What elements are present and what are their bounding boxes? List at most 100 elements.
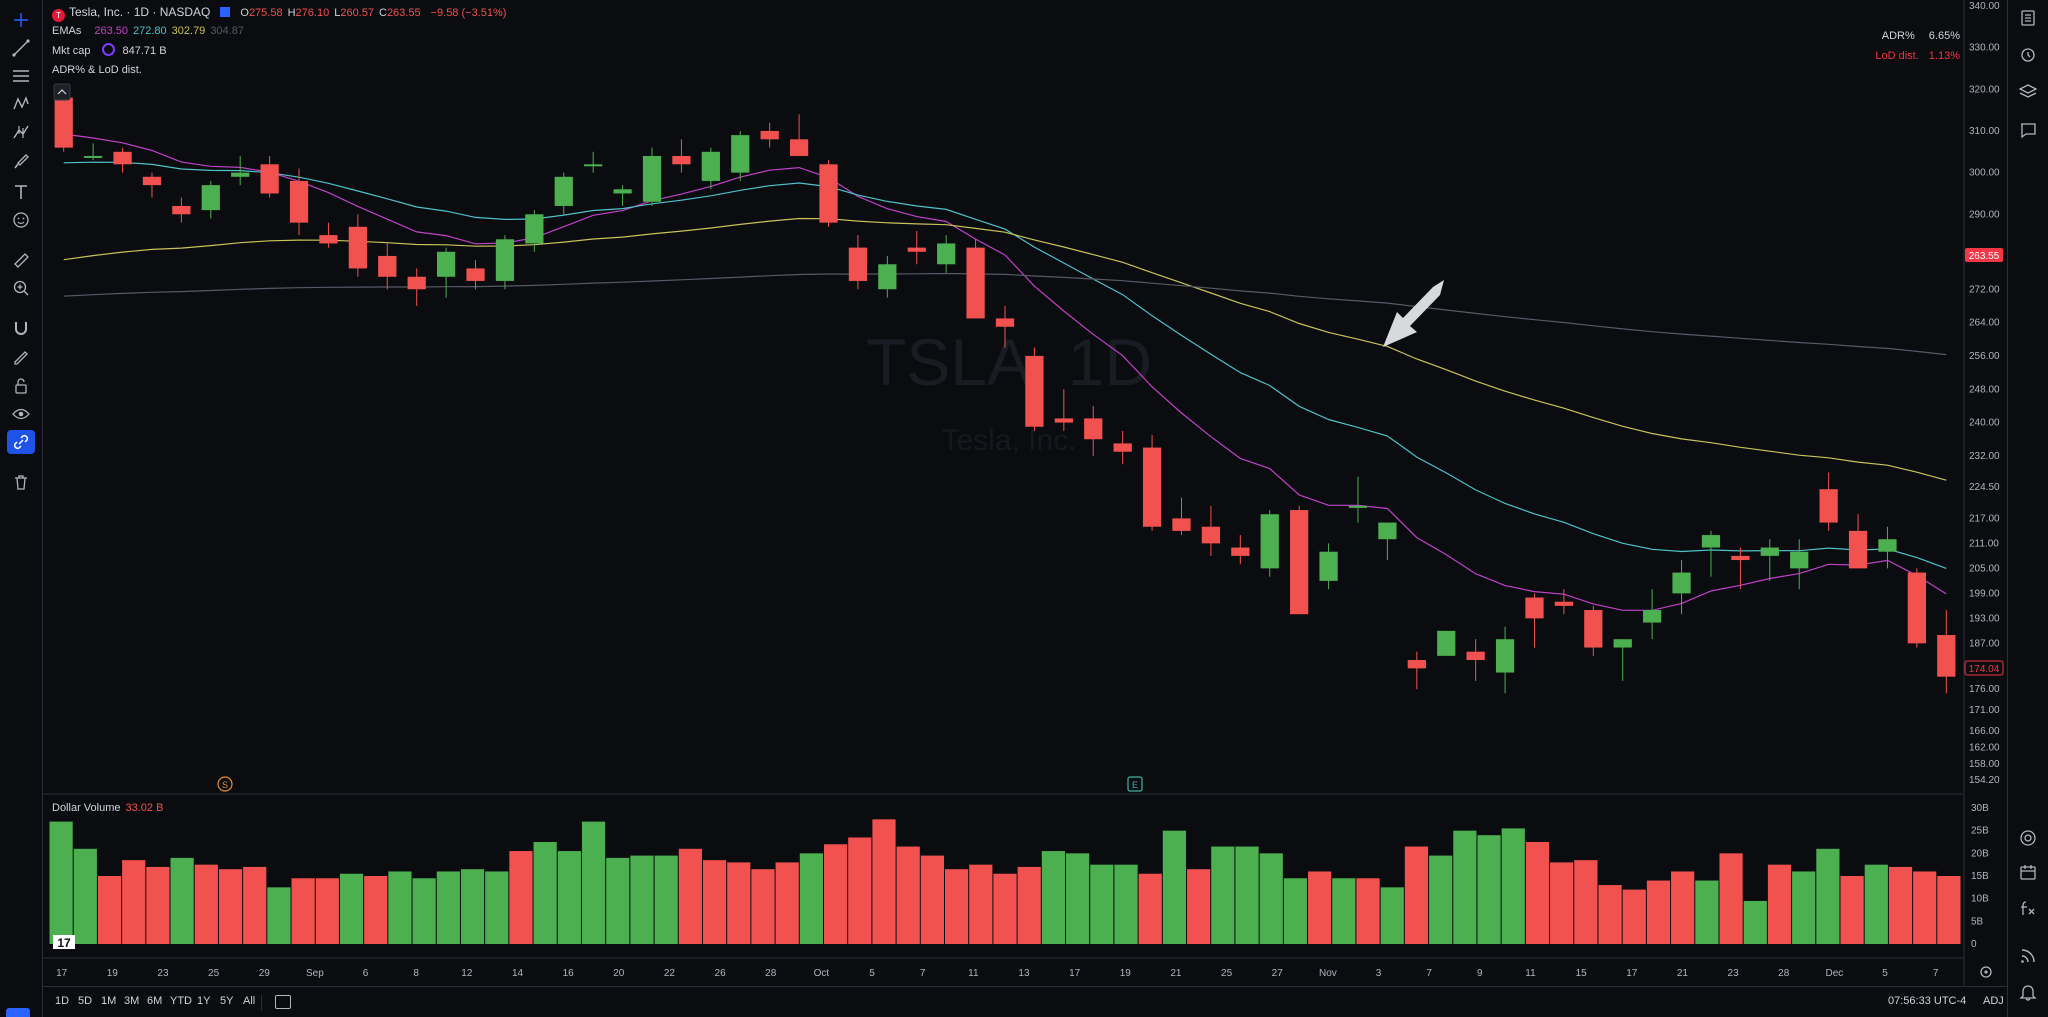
volume-bar	[388, 871, 412, 944]
volume-bar	[920, 855, 944, 944]
candle	[1554, 589, 1574, 615]
candle	[1819, 472, 1838, 531]
formula-button[interactable]	[2016, 896, 2040, 920]
candle	[1054, 389, 1073, 431]
time-tick-label: Dec	[1825, 968, 1843, 979]
prediction-tool[interactable]	[7, 120, 35, 144]
ruler-tool[interactable]	[7, 248, 35, 272]
ohlc-values: O275.58 H276.10 L260.57 C263.55	[240, 7, 425, 19]
trash-tool[interactable]	[7, 470, 35, 494]
earnings-event-marker[interactable]: E	[1127, 776, 1143, 792]
candle	[84, 143, 103, 161]
notifications-button[interactable]	[2016, 980, 2040, 1004]
axis-settings-icon[interactable]	[1980, 966, 1992, 978]
smiley-icon	[13, 212, 29, 228]
flag-icon[interactable]	[220, 7, 231, 17]
candle	[584, 151, 603, 173]
tradingview-logo[interactable]: 17	[53, 935, 75, 950]
range-button-5d[interactable]: 5D	[78, 995, 93, 1007]
target-icon	[2020, 830, 2036, 846]
adr-label: ADR%	[1881, 30, 1915, 42]
zoom-tool[interactable]	[7, 276, 35, 300]
range-button-1m[interactable]: 1M	[101, 995, 117, 1007]
hide-drawings-tool[interactable]	[7, 402, 35, 426]
range-button-1y[interactable]: 1Y	[197, 995, 211, 1007]
volume-bar	[751, 869, 775, 944]
alarm-clock-icon	[2021, 48, 2035, 62]
bottom-toolbar: 1D 5D 1M 3M 6M YTD 1Y 5Y All 07:56:33 UTC-4 ADJ	[43, 986, 2008, 1017]
pattern-tool[interactable]	[7, 92, 35, 116]
current-price-badge: 174.04	[1964, 660, 2004, 676]
volume-bar	[1550, 862, 1574, 944]
price-tick-label: 224.50	[1969, 482, 2000, 493]
candle	[113, 147, 132, 173]
volume-bar	[1090, 864, 1114, 944]
lock-drawings-tool[interactable]	[7, 374, 35, 398]
time-axis[interactable]: 17 19 23 25 29 Sep 6 8 12 14 16 20 22 26 28 Oct 5 7 11 13 17…	[56, 968, 1939, 979]
magnet-tool[interactable]	[7, 316, 35, 340]
trend-line-tool[interactable]	[7, 36, 35, 60]
volume-legend[interactable]: Dollar Volume 33.02 B	[52, 800, 168, 816]
stay-drawing-tool[interactable]	[7, 344, 35, 368]
mktcap-legend[interactable]: Mkt cap 847.71 B	[52, 43, 172, 59]
watchlist-button[interactable]	[2016, 6, 2040, 30]
link-tool[interactable]	[7, 430, 35, 454]
volume-bar	[1453, 830, 1477, 944]
volume-bar	[509, 851, 533, 944]
volume-bar	[1380, 887, 1404, 944]
brush-tool[interactable]	[7, 150, 35, 174]
volume-bar	[1138, 873, 1162, 944]
price-tick-label: 162.00	[1969, 743, 2000, 754]
watermark-company: Tesla, Inc.	[941, 424, 1076, 457]
price-tick-label: 320.00	[1969, 84, 2000, 95]
candle	[789, 114, 809, 156]
ema-legend[interactable]: EMAs 263.50 272.80 302.79 304.87	[52, 23, 254, 39]
alerts-button[interactable]	[2016, 42, 2040, 66]
calendar-button[interactable]	[2016, 860, 2040, 884]
text-tool[interactable]	[7, 180, 35, 204]
range-button-6m[interactable]: 6M	[147, 995, 163, 1007]
lod-label: LoD dist.	[1875, 50, 1919, 62]
mktcap-label: Mkt cap	[52, 45, 91, 57]
collapse-legend-button[interactable]	[53, 83, 71, 101]
app-badge[interactable]	[6, 1008, 30, 1017]
range-button-all[interactable]: All	[243, 995, 256, 1007]
layers-icon	[2018, 84, 2038, 98]
time-tick-label: 12	[461, 968, 473, 979]
arrow-annotation[interactable]	[1383, 280, 1444, 347]
candle	[554, 172, 573, 215]
tesla-logo-icon[interactable]: T	[52, 9, 65, 22]
adr-legend[interactable]: ADR% & LoD dist.	[52, 62, 147, 78]
date-range-icon[interactable]	[275, 995, 291, 1009]
layers-button[interactable]	[2016, 80, 2040, 104]
volume-bar	[315, 878, 339, 944]
target-button[interactable]	[2016, 826, 2040, 850]
clock-time[interactable]: 07:56:33 UTC-4	[1888, 995, 1967, 1007]
emoji-tool[interactable]	[7, 208, 35, 232]
candle	[172, 197, 191, 223]
split-event-marker[interactable]: S	[217, 776, 233, 792]
feed-button[interactable]	[2016, 944, 2040, 968]
fib-tool[interactable]	[7, 64, 35, 88]
volume-bar	[49, 821, 73, 944]
range-button-1d[interactable]: 1D	[55, 995, 70, 1007]
volume-bar	[218, 869, 243, 944]
right-toolbar	[2007, 0, 2048, 1017]
range-button-ytd[interactable]: YTD	[170, 995, 192, 1007]
range-button-3m[interactable]: 3M	[124, 995, 140, 1007]
candle	[378, 243, 397, 290]
symbol-title[interactable]: Tesla, Inc. · 1D · NASDAQ	[69, 5, 211, 19]
volume-tick-label: 25B	[1971, 826, 1989, 837]
range-button-5y[interactable]: 5Y	[220, 995, 234, 1007]
time-tick-label: 6	[363, 968, 369, 979]
volume-bar	[1816, 848, 1840, 944]
adj-toggle[interactable]: ADJ	[1983, 995, 2004, 1007]
crosshair-tool[interactable]	[7, 8, 35, 32]
chat-button[interactable]	[2016, 118, 2040, 142]
candle	[995, 305, 1015, 348]
price-chart[interactable]: TSLA, 1D Tesla, Inc. 340.00 330.00 320.00 3…	[43, 0, 2008, 986]
volume-bar	[267, 887, 291, 944]
candle	[1525, 593, 1544, 648]
volume-bar	[581, 821, 606, 944]
volume-axis[interactable]: 30B 25B 20B 15B 10B 5B 0	[1971, 803, 1989, 950]
